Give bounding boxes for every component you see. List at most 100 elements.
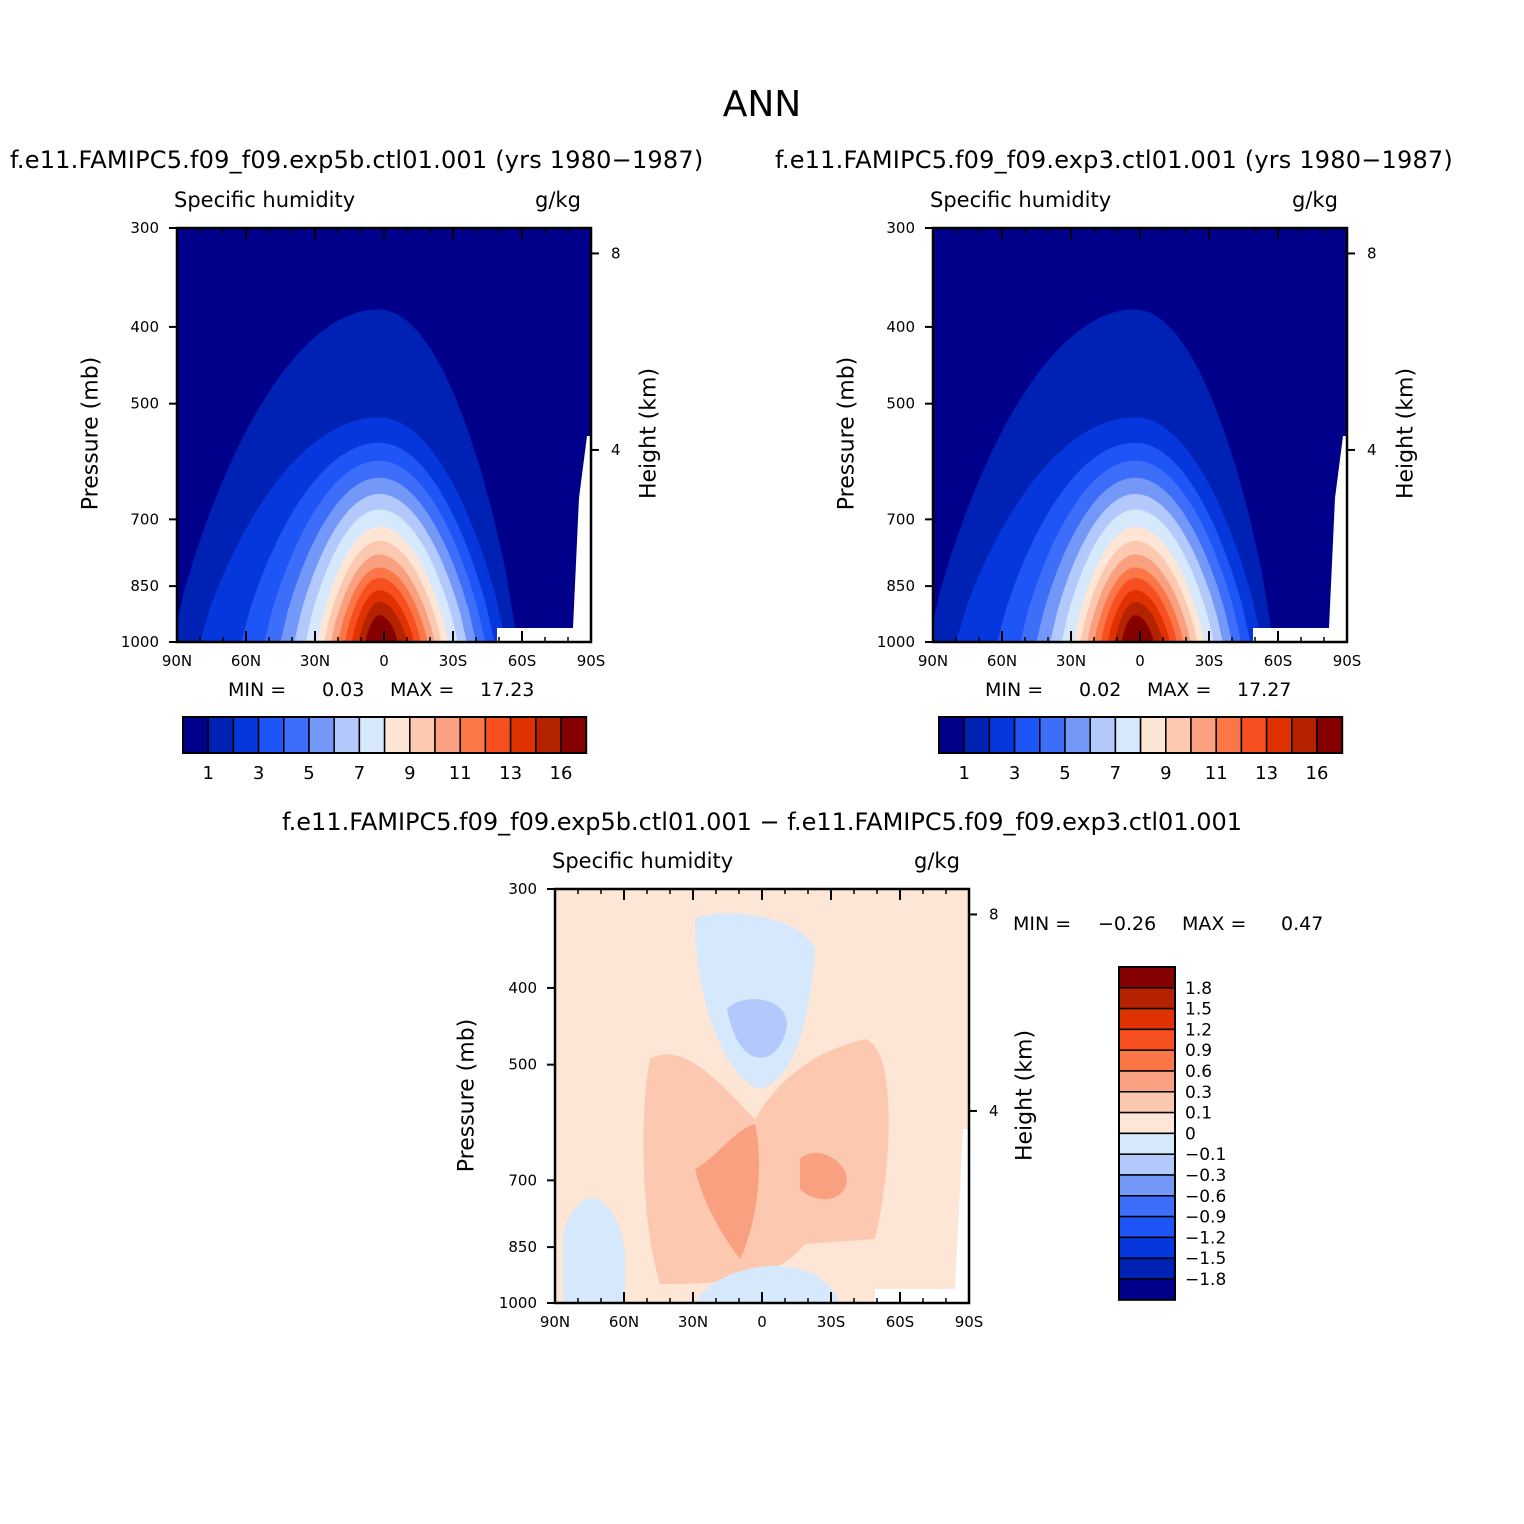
colorbar-swatch bbox=[232, 716, 260, 754]
x-tick-label: 90N bbox=[918, 652, 948, 670]
colorbar-label: 9 bbox=[1160, 763, 1171, 784]
colorbar-swatch bbox=[1118, 1174, 1176, 1197]
colorbar-swatch bbox=[1118, 1028, 1176, 1051]
colorbar-swatch bbox=[1064, 716, 1091, 754]
colorbar-swatch bbox=[1118, 966, 1176, 989]
colorbar-label: 0.9 bbox=[1185, 1041, 1212, 1061]
x-tick-label: 90N bbox=[162, 652, 192, 670]
colorbar-swatch bbox=[1039, 716, 1066, 754]
missing-data-region bbox=[875, 1129, 969, 1303]
plot-frame bbox=[553, 887, 971, 1305]
plot-panel-1: 90N 60N 30N 0 30S 60S 90S 300 400 500 700 850 1000 8 4 bbox=[121, 219, 621, 670]
colorbar-label: −1.5 bbox=[1185, 1249, 1226, 1269]
colorbar-swatch bbox=[333, 716, 361, 754]
panel-2-units: g/kg bbox=[1292, 188, 1338, 212]
colorbar-swatch bbox=[1118, 1278, 1176, 1301]
colorbar-swatch bbox=[560, 716, 587, 754]
contour-band bbox=[643, 1039, 889, 1284]
x-tick-label: 30S bbox=[817, 1313, 846, 1331]
colorbar-swatch bbox=[484, 716, 512, 754]
missing-data-region bbox=[1253, 436, 1347, 642]
x-tick-label: 30N bbox=[678, 1313, 708, 1331]
colorbar-swatch bbox=[409, 716, 436, 754]
colorbar-swatch bbox=[1215, 716, 1243, 754]
y-tick-label: 300 bbox=[508, 880, 537, 898]
y-tick-label: 400 bbox=[886, 318, 915, 336]
colorbar-swatch bbox=[1118, 1049, 1176, 1072]
difference-units: g/kg bbox=[914, 849, 960, 873]
colorbar-swatch bbox=[459, 716, 487, 754]
colorbar-label: 16 bbox=[550, 763, 573, 784]
x-tick-label: 60S bbox=[508, 652, 537, 670]
x-tick-label: 90S bbox=[1333, 652, 1362, 670]
colorbar-swatch bbox=[1139, 716, 1167, 754]
panel-1-max-label: MAX = bbox=[390, 679, 455, 701]
panel-1-min-label: MIN = bbox=[228, 679, 287, 701]
plot-panel-2: 90N 60N 30N 0 30S 60S 90S 300 400 500 700 850 1000 8 4 bbox=[877, 219, 1377, 670]
x-tick-label: 0 bbox=[1135, 652, 1145, 670]
x-tick-label: 90S bbox=[577, 652, 606, 670]
colorbar-swatch bbox=[963, 716, 991, 754]
y-tick-label: 850 bbox=[508, 1238, 537, 1256]
colorbar-swatch bbox=[308, 716, 335, 754]
colorbar-label: 9 bbox=[404, 763, 415, 784]
colorbar-swatch bbox=[1265, 716, 1293, 754]
colorbar-swatch bbox=[1118, 987, 1176, 1010]
x-tick-label: 60S bbox=[1264, 652, 1293, 670]
colorbar-swatch bbox=[1013, 716, 1041, 754]
plot-frame bbox=[931, 226, 1349, 644]
panel-2-min-label: MIN = bbox=[985, 679, 1044, 701]
difference-right-axis-title: Height (km) bbox=[1012, 1029, 1038, 1162]
x-tick-label: 30N bbox=[1056, 652, 1086, 670]
panel-1-y-axis-title: Pressure (mb) bbox=[78, 356, 104, 511]
x-tick-label: 30N bbox=[300, 652, 330, 670]
colorbar-swatch bbox=[1190, 716, 1217, 754]
colorbar-frame bbox=[182, 716, 588, 754]
colorbar-label: 5 bbox=[303, 763, 314, 784]
x-tick-label: 90S bbox=[955, 1313, 984, 1331]
contour-band bbox=[563, 1198, 625, 1303]
colorbar-label: 1.5 bbox=[1185, 1000, 1212, 1020]
panel-2-max-value: 17.27 bbox=[1237, 679, 1292, 701]
colorbar-swatch bbox=[1118, 1091, 1176, 1114]
panel-1-min-value: 0.03 bbox=[322, 679, 365, 701]
contour-band bbox=[800, 1152, 847, 1200]
contour-band bbox=[1121, 615, 1154, 642]
colorbar-label: 11 bbox=[449, 763, 472, 784]
panel-1-units: g/kg bbox=[535, 188, 581, 212]
difference-max-value: 0.47 bbox=[1281, 913, 1324, 935]
difference-min-label: MIN = bbox=[1013, 913, 1072, 935]
colorbar-label: 11 bbox=[1205, 763, 1228, 784]
colorbar-swatch bbox=[1118, 1236, 1176, 1259]
right-tick-label: 4 bbox=[1367, 441, 1377, 459]
colorbar-label: −0.9 bbox=[1185, 1208, 1226, 1228]
plot-panel-difference: 90N 60N 30N 0 30S 60S 90S 300 400 500 700 850 1000 8 4 bbox=[499, 880, 999, 1331]
colorbar-swatch bbox=[207, 716, 235, 754]
colorbar-swatch bbox=[1089, 716, 1117, 754]
y-tick-label: 850 bbox=[130, 577, 159, 595]
x-tick-label: 0 bbox=[757, 1313, 767, 1331]
colorbar-label: 16 bbox=[1306, 763, 1329, 784]
colorbar-frame bbox=[1118, 966, 1176, 1301]
y-tick-label: 500 bbox=[130, 395, 159, 413]
colorbar-swatch bbox=[1118, 1111, 1176, 1135]
colorbar-swatch bbox=[1165, 716, 1192, 754]
difference-min-value: −0.26 bbox=[1098, 913, 1157, 935]
colorbar-label: 7 bbox=[1110, 763, 1121, 784]
colorbar-swatch bbox=[1118, 1007, 1176, 1031]
x-tick-label: 0 bbox=[379, 652, 389, 670]
colorbar-label: −1.2 bbox=[1185, 1228, 1226, 1248]
colorbar-panel-2: 1 3 5 7 9 11 13 16 bbox=[938, 716, 1344, 784]
colorbar-label: 0.6 bbox=[1185, 1062, 1212, 1082]
difference-title: f.e11.FAMIPC5.f09_f09.exp5b.ctl01.001 − … bbox=[281, 808, 1243, 836]
panel-2-min-value: 0.02 bbox=[1079, 679, 1122, 701]
x-tick-label: 60S bbox=[886, 1313, 915, 1331]
colorbar-label: 1 bbox=[958, 763, 969, 784]
right-tick-label: 8 bbox=[611, 244, 621, 262]
colorbar-swatch bbox=[257, 716, 285, 754]
colorbar-label: 0.3 bbox=[1185, 1083, 1212, 1103]
colorbar-swatch bbox=[383, 716, 411, 754]
panel-2-title: f.e11.FAMIPC5.f09_f09.exp3.ctl01.001 (yr… bbox=[775, 146, 1453, 174]
colorbar-swatch bbox=[509, 716, 537, 754]
right-tick-label: 4 bbox=[989, 1102, 999, 1120]
